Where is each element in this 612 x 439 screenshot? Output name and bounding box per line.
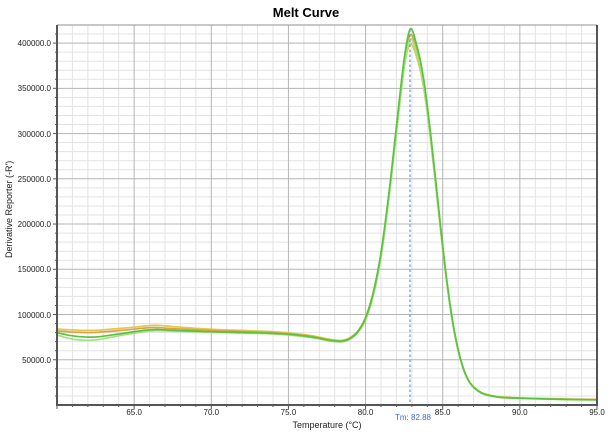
- y-tick-label: 400000.0: [17, 39, 51, 49]
- x-tick-label: 75.0: [280, 408, 297, 417]
- y-tick-label: 250000.0: [17, 174, 51, 184]
- plot-area[interactable]: [53, 24, 598, 409]
- melt-curve-light-green: [57, 37, 597, 401]
- x-tick-label: 85.0: [434, 408, 451, 417]
- y-tick-label: 100000.0: [17, 310, 51, 320]
- y-tick-label: 150000.0: [17, 265, 51, 275]
- x-axis-title: Temperature (°C): [292, 420, 362, 430]
- x-tick-labels: 65.0 70.0 75.0 80.0 85.0 90.0 95.0: [0, 408, 612, 418]
- chart-title: Melt Curve: [272, 5, 340, 20]
- y-tick-labels: 50000.0 100000.0 150000.0 200000.0 250000.0 3…: [0, 0, 53, 439]
- x-tick-label: 65.0: [126, 408, 142, 417]
- x-tick-label: 70.0: [203, 408, 220, 417]
- y-tick-label: 50000.0: [22, 355, 51, 365]
- tm-annotation: Tm: 82.88: [394, 413, 432, 422]
- x-tick-label: 90.0: [512, 408, 528, 417]
- x-tick-label: 95.0: [589, 408, 605, 417]
- y-tick-label: 300000.0: [17, 129, 51, 139]
- y-tick-label: 350000.0: [17, 84, 51, 94]
- x-tick-label: 80.0: [357, 408, 374, 417]
- melt-curve-orange: [57, 33, 597, 401]
- plot-border: [56, 25, 598, 406]
- melt-curve-green: [57, 27, 597, 401]
- y-tick-label: 200000.0: [17, 220, 51, 230]
